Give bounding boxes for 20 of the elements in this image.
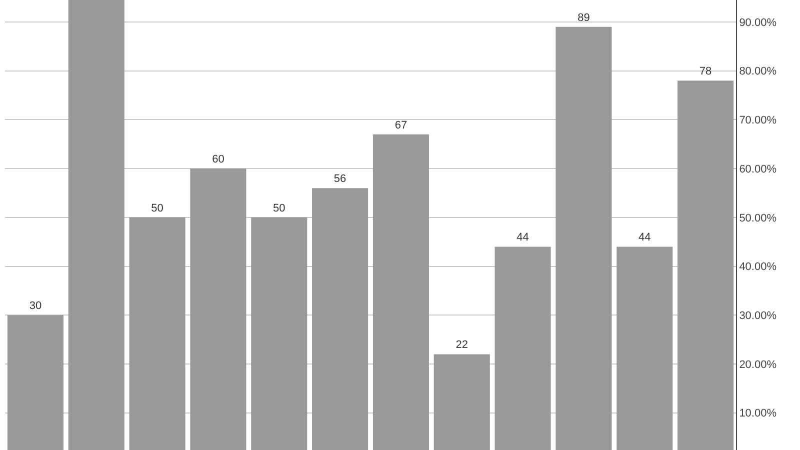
data-label: 50 <box>151 202 164 214</box>
y-tick-label: 80.00% <box>739 66 777 78</box>
y-tick-label: 60.00% <box>739 163 777 176</box>
data-label: 67 <box>394 119 408 132</box>
data-label: 44 <box>516 232 529 244</box>
y-tick-label: 50.00% <box>739 212 777 224</box>
y-tick-label: 70.00% <box>739 114 777 127</box>
y-tick-label: 20.00% <box>739 358 777 371</box>
data-label: 78 <box>699 66 712 78</box>
data-label: 50 <box>273 202 286 214</box>
data-label: 30 <box>29 300 42 312</box>
y-tick-label: 90.00% <box>739 16 777 29</box>
data-label: 89 <box>578 12 590 24</box>
y-tick-label: 40.00% <box>739 261 777 274</box>
y-tick-label: 30.00% <box>739 310 777 322</box>
data-label: 44 <box>638 232 651 244</box>
data-label: 22 <box>456 339 468 352</box>
data-label: 60 <box>212 154 224 166</box>
y-tick-label: 10.00% <box>739 408 777 420</box>
data-label: 56 <box>334 173 346 186</box>
